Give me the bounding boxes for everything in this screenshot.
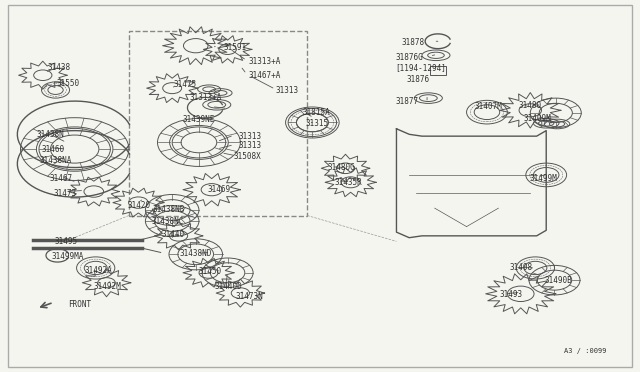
Text: 31876G: 31876G (395, 53, 423, 62)
Text: 31495: 31495 (54, 237, 77, 246)
Text: 31409M: 31409M (524, 114, 552, 123)
Text: 31438NC: 31438NC (151, 217, 184, 225)
Text: 31492M: 31492M (94, 282, 122, 291)
Text: 31480: 31480 (519, 101, 542, 110)
Text: 31876: 31876 (406, 75, 429, 84)
Text: 31450: 31450 (199, 267, 222, 276)
Text: FRONT: FRONT (68, 300, 92, 310)
Text: 31438N: 31438N (36, 130, 64, 139)
Text: 31499M: 31499M (529, 174, 557, 183)
Text: [1194-1294]: [1194-1294] (395, 63, 446, 72)
Text: 31473N: 31473N (236, 292, 264, 301)
Text: 31460: 31460 (42, 145, 65, 154)
Text: 31438NA: 31438NA (40, 156, 72, 166)
Text: 31313: 31313 (239, 141, 262, 150)
Text: 31313+A: 31313+A (248, 57, 281, 66)
Text: 31420: 31420 (127, 201, 150, 210)
Text: 31499MA: 31499MA (51, 251, 83, 261)
Text: A3 / :0099: A3 / :0099 (564, 348, 607, 354)
Text: 31591: 31591 (223, 43, 246, 52)
Text: 31315: 31315 (306, 119, 329, 128)
Text: 31467+A: 31467+A (248, 71, 281, 80)
Text: 31438NB: 31438NB (152, 205, 185, 215)
Text: 31467: 31467 (49, 174, 72, 183)
Text: 31315A: 31315A (302, 108, 330, 117)
Text: 31480G: 31480G (328, 163, 355, 172)
Text: 31408: 31408 (510, 263, 533, 272)
Text: 31508X: 31508X (234, 152, 262, 161)
Text: 31439NE: 31439NE (183, 115, 216, 124)
Text: 31313: 31313 (275, 86, 298, 95)
Bar (429, 66, 445, 75)
Text: 31473: 31473 (54, 189, 77, 198)
Text: 31435R: 31435R (334, 178, 362, 187)
Text: 31438ND: 31438ND (180, 249, 212, 258)
Text: 31550: 31550 (57, 79, 80, 88)
Text: 31475: 31475 (173, 80, 196, 89)
Text: 31492A: 31492A (84, 266, 112, 275)
Text: 31313: 31313 (239, 132, 262, 141)
Text: 31440D: 31440D (215, 282, 243, 291)
Text: 31438: 31438 (47, 63, 70, 72)
Text: 31878: 31878 (401, 38, 425, 47)
Text: 31440: 31440 (162, 230, 185, 239)
Text: 31407M: 31407M (474, 102, 502, 111)
Text: 31469: 31469 (207, 185, 230, 194)
Text: 31493: 31493 (500, 291, 523, 299)
Text: 31313+A: 31313+A (189, 93, 221, 102)
Text: 31490B: 31490B (544, 276, 572, 285)
Text: 31877: 31877 (395, 97, 419, 106)
